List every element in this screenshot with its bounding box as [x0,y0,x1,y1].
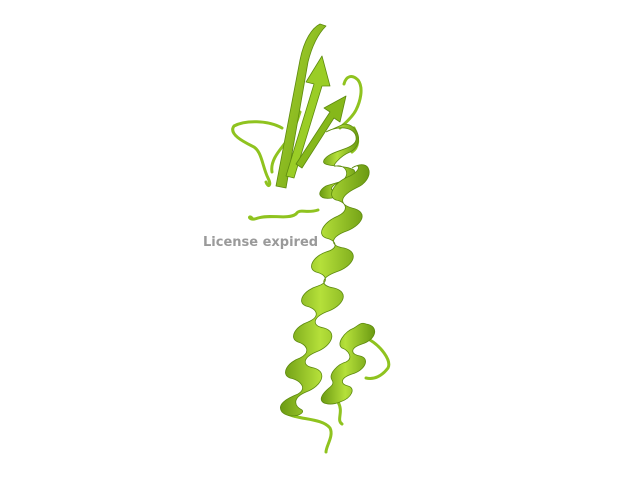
beta-sheet [275,23,347,189]
short-alpha-helix [320,322,375,405]
license-watermark: License expired [203,235,319,250]
long-alpha-helix [280,164,370,417]
loops [231,75,391,454]
upper-helix [319,123,359,199]
